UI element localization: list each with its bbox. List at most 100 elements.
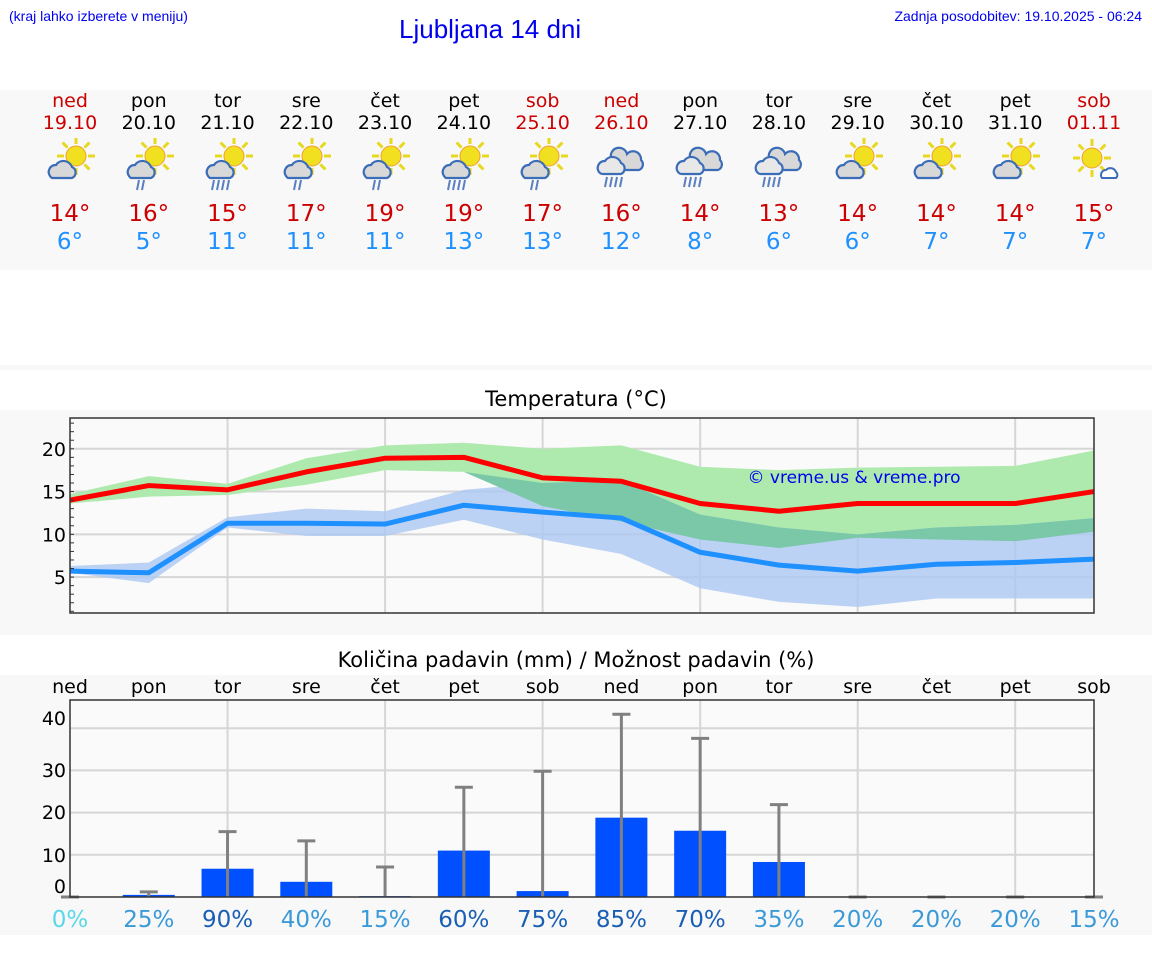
band-overlap <box>70 470 1094 548</box>
cloud-rain-icon <box>754 146 802 188</box>
precip-probability: 40% <box>281 907 332 933</box>
precipitation-panel: ned pon tor sre čet pet sob ned pon tor sre čet pet s… <box>0 675 1152 935</box>
temperature-chart: © vreme.us & vreme.pro 5 10 15 20 <box>42 417 1095 614</box>
day-date: 23.10 <box>357 112 413 134</box>
day-column: pet 24.10 19° 13° <box>424 90 504 256</box>
y-tick-label: 20 <box>42 439 66 461</box>
max-temp: 19° <box>364 201 406 227</box>
y-tick-label: 40 <box>42 708 66 730</box>
max-temp: 14° <box>916 201 957 227</box>
temperature-chart-title: Temperatura (°C) <box>485 387 667 411</box>
precip-probability: 75% <box>517 907 568 933</box>
day-label: sre <box>292 676 321 698</box>
precip-probability: 15% <box>1068 907 1119 933</box>
day-label: čet <box>370 676 400 698</box>
min-temp: 13° <box>522 229 563 255</box>
min-temp: 7° <box>1002 229 1029 255</box>
plot-frame <box>69 699 1095 898</box>
min-temp: 11° <box>285 229 327 255</box>
day-date: 24.10 <box>436 112 492 134</box>
day-name: sob <box>525 90 560 112</box>
day-date: 31.10 <box>988 112 1043 134</box>
max-temp: 15° <box>1073 201 1115 227</box>
precip-probability: 35% <box>753 907 804 933</box>
precip-probability: 0% <box>52 907 89 933</box>
plot-area <box>70 700 1094 897</box>
min-temp: 7° <box>1080 229 1108 255</box>
precip-probability: 20% <box>911 907 962 933</box>
sun-cloud-icon <box>47 138 95 180</box>
day-column: ned 26.10 16° 12° <box>581 90 661 256</box>
cloud-rain-icon <box>597 146 645 188</box>
temperature-panel: © vreme.us & vreme.pro 5 10 15 20 <box>0 410 1152 635</box>
min-temp: 13° <box>443 229 485 255</box>
y-tick-label: 0 <box>54 876 66 898</box>
y-tick-label: 30 <box>42 760 66 782</box>
last-updated: Zadnja posodobitev: 19.10.2025 - 06:24 <box>894 8 1142 24</box>
sun-cloud-light-rain-icon <box>520 138 568 191</box>
precip-probability: 15% <box>360 907 411 933</box>
min-temp: 11° <box>207 229 248 255</box>
precip-probability: 25% <box>123 907 174 933</box>
day-name: pon <box>682 90 718 112</box>
max-temp: 15° <box>207 201 248 227</box>
sun-cloud-icon <box>914 138 962 180</box>
day-column: čet 30.10 14° 7° <box>896 90 976 256</box>
day-date: 28.10 <box>751 112 807 134</box>
day-label: pon <box>131 676 167 698</box>
max-temp: 14° <box>837 201 879 227</box>
max-temp: 16° <box>600 201 642 227</box>
day-date: 22.10 <box>279 112 334 134</box>
day-column: tor 28.10 13° 6° <box>739 90 819 256</box>
sun-cloud-rain-icon <box>441 138 489 191</box>
min-temp-band <box>70 480 1094 608</box>
max-temp: 19° <box>443 201 485 227</box>
precip-probability: 60% <box>438 907 489 933</box>
day-name: tor <box>765 90 793 112</box>
max-temp: 14° <box>994 201 1036 227</box>
min-temp: 11° <box>364 229 406 255</box>
day-date: 27.10 <box>672 112 728 134</box>
day-label: čet <box>922 676 952 698</box>
max-temp: 13° <box>758 201 800 227</box>
day-name: sre <box>843 90 873 112</box>
day-date: 29.10 <box>830 112 885 134</box>
day-column: pon 20.10 16° 5° <box>109 90 189 256</box>
day-name: tor <box>214 90 241 112</box>
max-temp: 17° <box>522 201 563 227</box>
day-name: pet <box>448 90 480 112</box>
min-temp: 8° <box>687 229 714 255</box>
sun-small-cloud-icon <box>1073 139 1119 179</box>
day-date: 01.11 <box>1066 112 1122 134</box>
day-label: ned <box>603 676 639 698</box>
sun-cloud-rain-icon <box>205 138 253 191</box>
sun-cloud-icon <box>992 138 1041 180</box>
y-tick-label: 5 <box>54 567 66 589</box>
min-temp-line <box>69 502 1095 576</box>
day-date: 26.10 <box>594 112 649 134</box>
day-date: 30.10 <box>909 112 964 134</box>
day-name: sob <box>1077 90 1111 112</box>
day-name: sre <box>291 90 321 112</box>
y-tick-label: 20 <box>42 802 66 824</box>
location-hint: (kraj lahko izberete v meniju) <box>9 8 188 24</box>
max-temp: 14° <box>49 201 91 227</box>
day-label: sob <box>1077 676 1111 698</box>
day-column: tor 21.10 15° 11° <box>188 90 268 256</box>
precip-probability: 70% <box>675 907 726 933</box>
day-column: čet 23.10 19° 11° <box>345 90 425 256</box>
day-name: pon <box>130 90 167 112</box>
min-temp: 6° <box>844 229 871 255</box>
max-temp: 17° <box>285 201 327 227</box>
day-column: sre 29.10 14° 6° <box>818 90 898 256</box>
divider <box>0 365 1152 370</box>
max-temp-line <box>69 454 1095 514</box>
min-temp: 7° <box>923 229 950 255</box>
max-temp: 16° <box>128 201 170 227</box>
day-label: ned <box>52 676 88 698</box>
precip-probability: 20% <box>832 907 883 933</box>
precip-probability: 20% <box>990 907 1041 933</box>
precip-probability: 90% <box>202 907 253 933</box>
day-column: sre 22.10 17° 11° <box>266 90 346 256</box>
day-label: pet <box>1000 676 1031 698</box>
